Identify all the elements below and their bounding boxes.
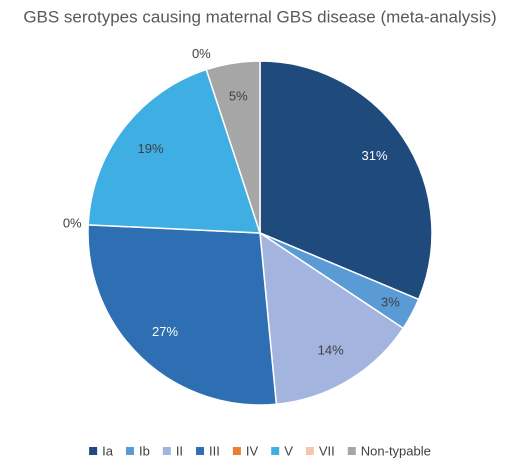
legend-label: Non-typable [361, 443, 431, 458]
pie-slice [87, 68, 262, 234]
legend-label: III [209, 443, 220, 458]
legend-swatch [89, 447, 98, 455]
legend-label: Ia [102, 443, 114, 458]
legend-label: VII [319, 443, 335, 458]
legend-label: II [176, 443, 183, 458]
legend-swatch [347, 447, 356, 455]
data-label: 31% [362, 148, 388, 163]
pie-slice [205, 60, 261, 234]
data-label: 19% [137, 141, 163, 156]
legend-swatch [305, 447, 314, 455]
legend-swatch [232, 447, 241, 455]
data-label: 3% [381, 294, 400, 309]
pie-slice [87, 224, 278, 406]
legend-swatch [196, 447, 205, 455]
data-label: 27% [152, 324, 178, 339]
legend-label: Ib [139, 443, 150, 458]
data-label: 14% [318, 342, 344, 357]
pie-slice [259, 231, 405, 406]
legend-swatch [271, 447, 280, 455]
data-label: 0% [192, 46, 211, 61]
pie: 31% 3% 14% 27% 0% 19% 0% 5% [63, 46, 433, 406]
pie-slice [259, 60, 433, 301]
chart-title: GBS serotypes causing maternal GBS disea… [23, 7, 496, 26]
legend: Ia Ib II III IV V VII Non-typable [89, 443, 431, 458]
legend-swatch [125, 447, 134, 455]
data-label: 0% [63, 215, 82, 230]
legend-label: V [284, 443, 293, 458]
legend-swatch [162, 447, 171, 455]
legend-label: IV [246, 443, 259, 458]
data-label: 5% [229, 89, 248, 104]
